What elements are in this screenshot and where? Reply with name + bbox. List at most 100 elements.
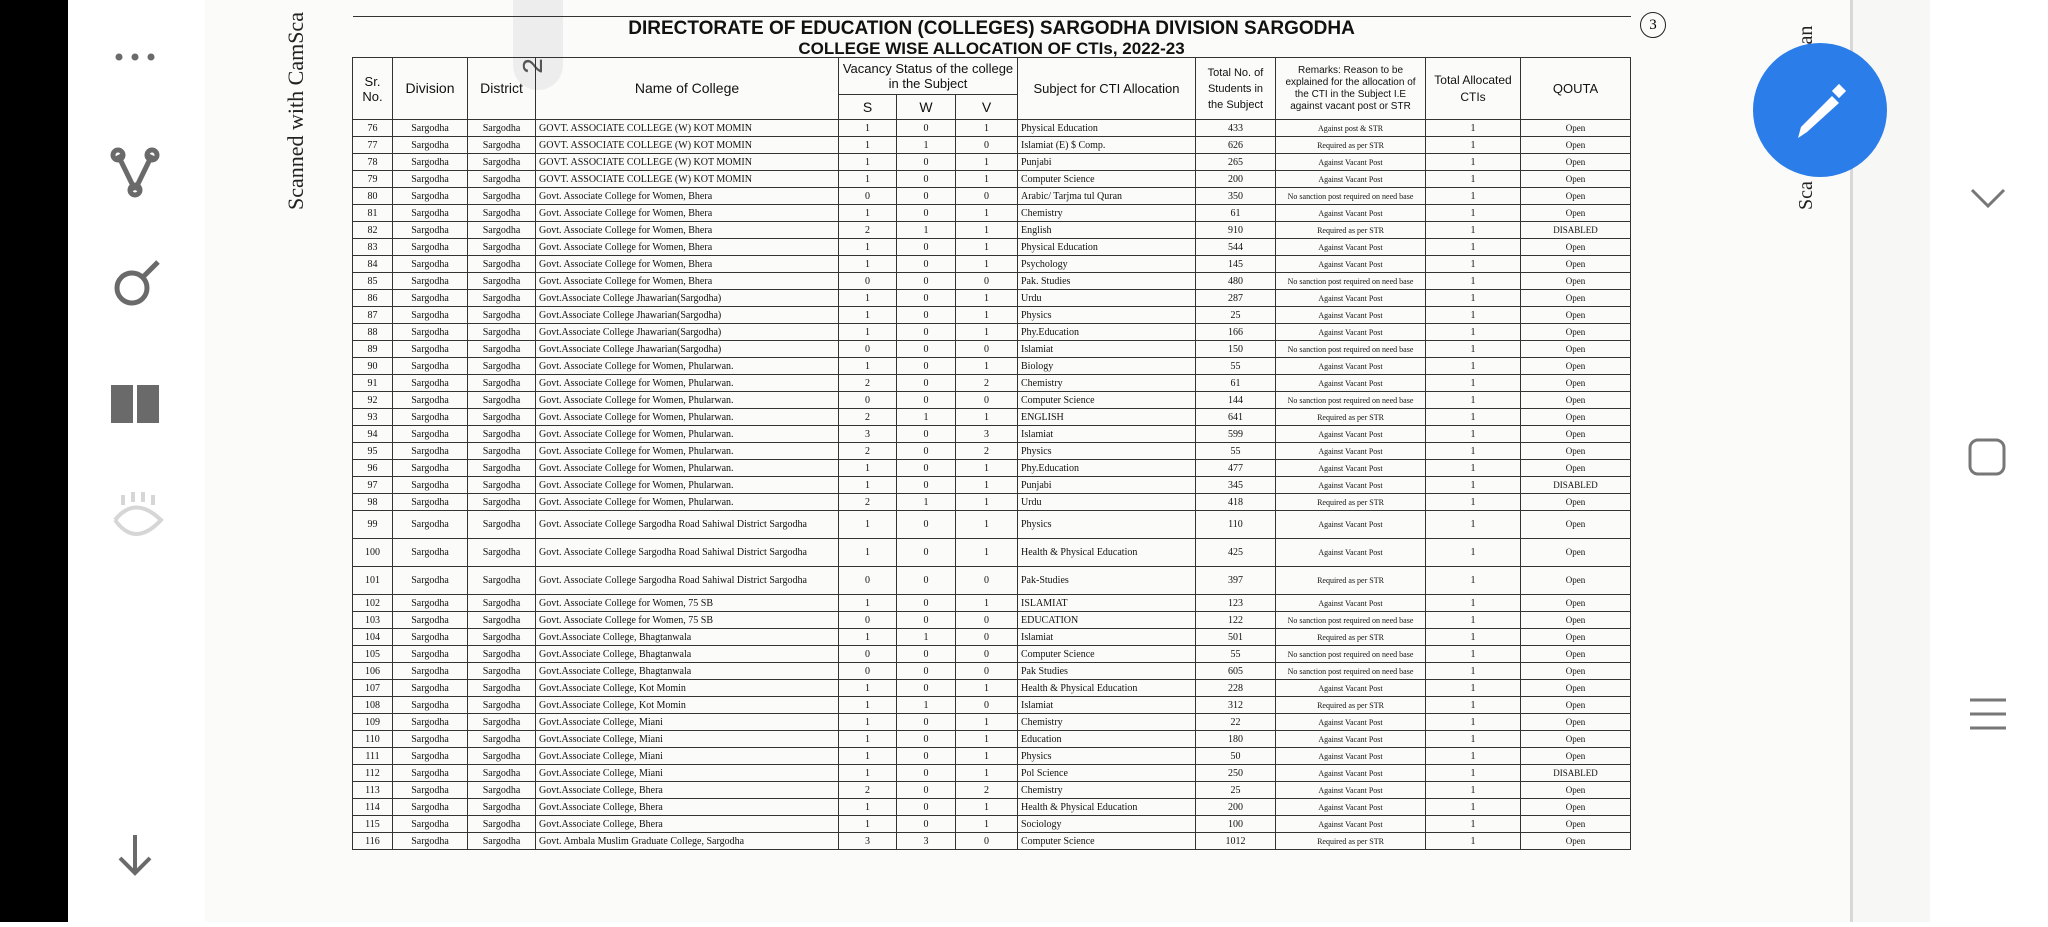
more-icon[interactable]: [115, 53, 155, 61]
division-cell: Sargodha: [392, 645, 468, 663]
table-row: 105 Sargodha Sargodha Govt.Associate Colleg…: [352, 645, 1632, 663]
shape-icon[interactable]: [114, 260, 160, 306]
v-cell: 0: [955, 391, 1018, 409]
v-cell: 1: [955, 493, 1018, 511]
w-cell: 0: [896, 272, 956, 290]
students-cell: 100: [1195, 815, 1276, 833]
quota-cell: Open: [1519, 187, 1632, 205]
ctis-cell: 1: [1425, 747, 1521, 765]
college-cell: Govt. Associate College Sargodha Road Sa…: [535, 566, 839, 595]
division-cell: Sargodha: [392, 357, 468, 375]
s-cell: 2: [838, 408, 897, 426]
s-cell: 1: [838, 538, 897, 567]
v-cell: 2: [955, 781, 1018, 799]
division-cell: Sargodha: [392, 628, 468, 646]
table-row: 111 Sargodha Sargodha Govt.Associate Colleg…: [352, 747, 1632, 765]
s-cell: 1: [838, 764, 897, 782]
w-cell: 0: [896, 374, 956, 392]
quota-cell: Open: [1519, 815, 1632, 833]
w-cell: 0: [896, 442, 956, 460]
hand-icon[interactable]: [113, 492, 164, 536]
district-cell: Sargodha: [467, 476, 536, 494]
district-cell: Sargodha: [467, 153, 536, 171]
ctis-cell: 1: [1425, 645, 1521, 663]
title: DIRECTORATE OF EDUCATION (COLLEGES) SARG…: [352, 16, 1631, 39]
quota-cell: DISABLED: [1519, 764, 1632, 782]
remark-cell: Against Vacant Post: [1275, 289, 1426, 307]
subtitle: COLLEGE WISE ALLOCATION OF CTIs, 2022-23: [798, 39, 1185, 58]
quota-cell: Open: [1519, 238, 1632, 256]
sr-cell: 99: [352, 510, 393, 539]
college-cell: Govt. Associate College for Women, Phula…: [535, 442, 839, 460]
toolbar-icons: [1968, 188, 2006, 730]
students-cell: 200: [1195, 798, 1276, 816]
s-cell: 0: [838, 566, 897, 595]
w-cell: 0: [896, 187, 956, 205]
district-cell: Sargodha: [467, 323, 536, 341]
district-cell: Sargodha: [467, 272, 536, 290]
district-cell: Sargodha: [467, 357, 536, 375]
edit-button[interactable]: [1752, 42, 1888, 178]
ctis-cell: 1: [1425, 391, 1521, 409]
remark-cell: No sanction post required on need base: [1275, 272, 1426, 290]
ctis-cell: 1: [1425, 594, 1521, 612]
subject-cell: Physics: [1017, 510, 1196, 539]
sr-cell: 87: [352, 306, 393, 324]
sr-cell: 85: [352, 272, 393, 290]
subject-cell: Psychology: [1017, 255, 1196, 273]
college-cell: Govt. Associate College for Women, Bhera: [535, 204, 839, 222]
sr-cell: 110: [352, 730, 393, 748]
college-cell: Govt. Associate College for Women, Bhera: [535, 272, 839, 290]
district-cell: Sargodha: [467, 119, 536, 137]
col-header: W: [896, 94, 956, 120]
quota-cell: Open: [1519, 272, 1632, 290]
district-cell: Sargodha: [467, 442, 536, 460]
ctis-cell: 1: [1425, 781, 1521, 799]
district-cell: Sargodha: [467, 136, 536, 154]
students-cell: 1012: [1195, 832, 1276, 850]
district-cell: Sargodha: [467, 306, 536, 324]
share-icon[interactable]: [110, 147, 160, 198]
v-cell: 1: [955, 747, 1018, 765]
quota-cell: Open: [1519, 662, 1632, 680]
district-cell: Sargodha: [467, 628, 536, 646]
w-cell: 0: [896, 357, 956, 375]
remark-cell: Against Vacant Post: [1275, 425, 1426, 443]
ctis-cell: 1: [1425, 289, 1521, 307]
w-cell: 0: [896, 747, 956, 765]
subject-cell: Physical Education: [1017, 238, 1196, 256]
menu-icon[interactable]: [1970, 698, 2006, 730]
district-cell: Sargodha: [467, 781, 536, 799]
district-cell: Sargodha: [467, 611, 536, 629]
table-row: 86 Sargodha Sargodha Govt.Associate College…: [352, 289, 1632, 307]
students-cell: 55: [1195, 357, 1276, 375]
district-cell: Sargodha: [467, 594, 536, 612]
college-cell: Govt.Associate College, Bhagtanwala: [535, 628, 839, 646]
table-row: 116 Sargodha Sargodha Govt. Ambala Muslim G…: [352, 832, 1632, 850]
subject-cell: Health & Physical Education: [1017, 538, 1196, 567]
collapse-icon[interactable]: [1970, 188, 2006, 209]
subject-cell: Health & Physical Education: [1017, 679, 1196, 697]
college-cell: Govt. Associate College for Women, Phula…: [535, 459, 839, 477]
remark-cell: Against Vacant Post: [1275, 594, 1426, 612]
v-cell: 0: [955, 136, 1018, 154]
remark-cell: Against Vacant Post: [1275, 357, 1426, 375]
district-cell: Sargodha: [467, 730, 536, 748]
remark-cell: Against Vacant Post: [1275, 153, 1426, 171]
down-icon[interactable]: [118, 835, 152, 876]
sr-cell: 97: [352, 476, 393, 494]
table-row: 100 Sargodha Sargodha Govt. Associate Colle…: [352, 538, 1632, 567]
sr-cell: 112: [352, 764, 393, 782]
table-row: 79 Sargodha Sargodha GOVT. ASSOCIATE COLLEG…: [352, 170, 1632, 188]
w-cell: 1: [896, 136, 956, 154]
table-row: 80 Sargodha Sargodha Govt. Associate Colleg…: [352, 187, 1632, 205]
home-icon[interactable]: [1968, 438, 2006, 476]
sr-cell: 81: [352, 204, 393, 222]
college-cell: Govt. Associate College for Women, Phula…: [535, 391, 839, 409]
ctis-cell: 1: [1425, 374, 1521, 392]
pages-icon[interactable]: [111, 385, 159, 423]
v-cell: 1: [955, 323, 1018, 341]
ctis-cell: 1: [1425, 119, 1521, 137]
w-cell: 0: [896, 289, 956, 307]
v-cell: 0: [955, 611, 1018, 629]
